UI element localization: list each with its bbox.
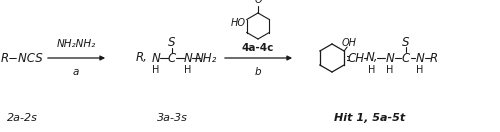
Text: HO: HO — [230, 18, 245, 27]
Text: N: N — [416, 51, 424, 65]
Text: CH: CH — [348, 51, 364, 65]
Text: H: H — [152, 65, 160, 75]
Text: H: H — [368, 65, 376, 75]
Text: Hit 1, 5a-5t: Hit 1, 5a-5t — [334, 113, 406, 123]
Text: OH: OH — [342, 38, 356, 48]
Text: N: N — [386, 51, 394, 65]
Text: C: C — [168, 51, 176, 65]
Text: 4a-4c: 4a-4c — [242, 43, 274, 53]
Text: N: N — [184, 51, 192, 65]
Text: S: S — [168, 36, 176, 48]
Text: N: N — [152, 51, 160, 65]
Text: O: O — [254, 0, 262, 5]
Text: S: S — [402, 36, 410, 48]
Text: NH₂: NH₂ — [195, 51, 217, 65]
Text: H: H — [386, 65, 394, 75]
Text: C: C — [402, 51, 410, 65]
Text: N,: N, — [366, 51, 378, 65]
Text: 3a-3s: 3a-3s — [156, 113, 188, 123]
Text: R,: R, — [136, 51, 148, 65]
Text: H: H — [416, 65, 424, 75]
Text: R−NCS: R−NCS — [0, 51, 44, 65]
Text: H: H — [184, 65, 192, 75]
Text: a: a — [73, 67, 79, 77]
Text: b: b — [254, 67, 262, 77]
Text: R: R — [430, 51, 438, 65]
Text: NH₂NH₂: NH₂NH₂ — [56, 39, 96, 49]
Text: 2a-2s: 2a-2s — [6, 113, 38, 123]
